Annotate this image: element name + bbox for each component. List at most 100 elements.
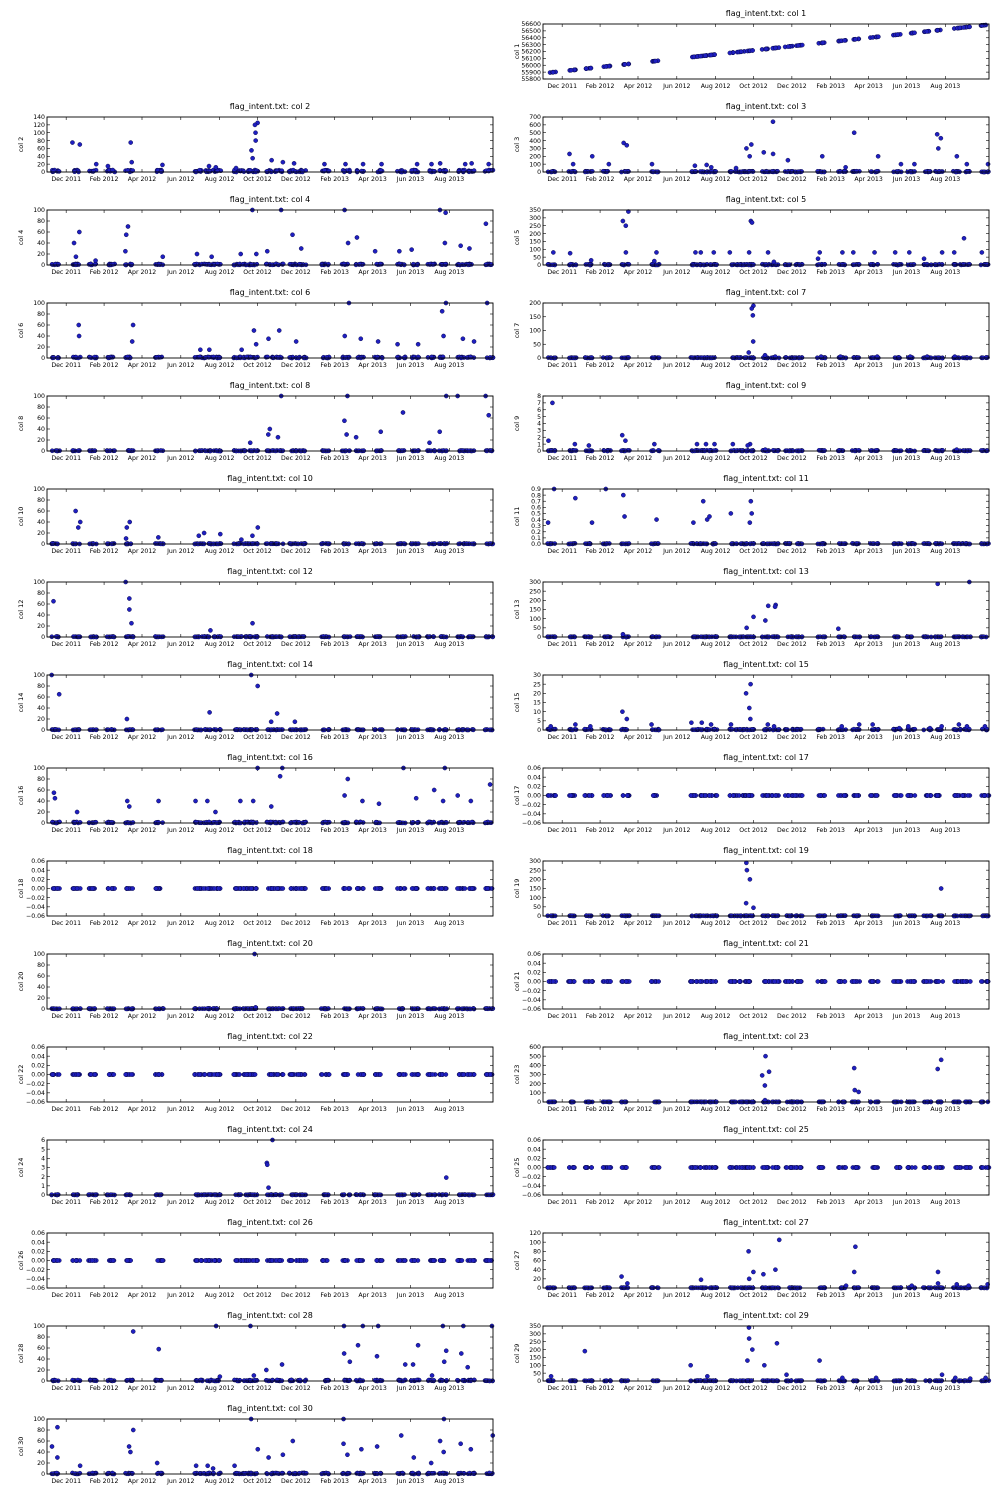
data-point bbox=[763, 262, 769, 267]
data-point-outlier bbox=[238, 251, 244, 257]
x-tick-label: Jun 2013 bbox=[892, 269, 920, 276]
y-tick-label: 100 bbox=[33, 765, 45, 772]
x-tick-label: Jun 2013 bbox=[892, 176, 920, 183]
x-tick-label: Aug 2013 bbox=[930, 176, 960, 183]
data-point-outlier bbox=[437, 161, 443, 166]
y-tick-label: 60 bbox=[37, 322, 45, 329]
y-tick-label: 300 bbox=[529, 146, 541, 153]
subplot-col-13: flag_intent.txt: col 13 col 13 0 50 100 150 20… bbox=[513, 567, 990, 648]
data-point bbox=[763, 46, 769, 52]
x-tick-label: Apr 2012 bbox=[624, 176, 652, 183]
x-tick-label: Aug 2012 bbox=[205, 641, 235, 648]
data-point-outlier bbox=[982, 724, 988, 729]
x-tick-label: Oct 2012 bbox=[739, 83, 767, 90]
data-points bbox=[545, 793, 992, 798]
y-tick-label: 40 bbox=[37, 333, 45, 340]
data-point bbox=[443, 727, 448, 732]
data-point-outlier bbox=[360, 161, 366, 167]
data-point-outlier bbox=[467, 246, 472, 251]
y-axis-label: col 7 bbox=[513, 323, 521, 339]
data-point bbox=[359, 168, 364, 174]
x-tick-label: Oct 2012 bbox=[739, 176, 767, 183]
data-point bbox=[874, 793, 879, 798]
x-tick-label: Oct 2012 bbox=[243, 827, 271, 834]
data-point-outlier bbox=[733, 165, 739, 171]
data-point-outlier bbox=[468, 798, 474, 804]
data-point bbox=[785, 44, 791, 49]
y-tick-label: 80 bbox=[37, 683, 45, 690]
x-tick-label: Feb 2012 bbox=[586, 548, 615, 555]
x-tick-label: Feb 2012 bbox=[90, 827, 119, 834]
data-point-outlier bbox=[250, 798, 256, 804]
data-point-outlier bbox=[487, 782, 493, 787]
data-point bbox=[729, 727, 735, 732]
data-point-outlier bbox=[771, 259, 777, 265]
data-point-outlier bbox=[274, 711, 280, 716]
data-point-outlier bbox=[344, 432, 349, 437]
data-point-outlier bbox=[239, 537, 244, 542]
x-tick-label: Jun 2012 bbox=[662, 83, 690, 90]
data-point bbox=[952, 793, 958, 798]
data-point-outlier bbox=[692, 163, 698, 169]
y-tick-label: 150 bbox=[529, 239, 541, 246]
data-point-outlier bbox=[620, 631, 626, 637]
x-tick-label: Dec 2012 bbox=[777, 83, 807, 90]
data-point-outlier bbox=[771, 724, 777, 729]
data-point bbox=[326, 168, 332, 174]
data-point bbox=[893, 448, 899, 453]
data-point-outlier bbox=[77, 229, 82, 235]
y-axis-label: col 17 bbox=[513, 786, 521, 806]
y-tick-label: 0.04 bbox=[31, 867, 45, 874]
data-point bbox=[545, 262, 551, 267]
data-point bbox=[964, 355, 970, 360]
x-tick-label: Aug 2013 bbox=[434, 455, 464, 462]
data-point-outlier bbox=[748, 716, 753, 722]
data-point-outlier bbox=[730, 441, 736, 447]
x-tick-label: Feb 2013 bbox=[320, 362, 349, 369]
data-point-outlier bbox=[298, 246, 304, 251]
subplot-title: flag_intent.txt: col 15 bbox=[723, 660, 809, 669]
x-tick-label: Aug 2012 bbox=[701, 734, 731, 741]
y-tick-label: 0.7 bbox=[531, 498, 541, 505]
x-tick-label: Jun 2012 bbox=[662, 455, 690, 462]
data-point bbox=[820, 40, 826, 46]
data-point-outlier bbox=[939, 724, 944, 729]
x-tick-label: Oct 2012 bbox=[243, 920, 271, 927]
data-points bbox=[50, 886, 495, 891]
data-point-outlier bbox=[397, 248, 402, 254]
data-point bbox=[129, 262, 135, 267]
y-tick-label: 56600 bbox=[521, 21, 541, 28]
x-tick-label: Dec 2011 bbox=[547, 734, 577, 741]
data-point bbox=[264, 634, 270, 639]
data-point bbox=[770, 169, 775, 174]
y-tick-label: 60 bbox=[37, 601, 45, 608]
y-tick-label: 4 bbox=[537, 421, 541, 428]
data-point-outlier bbox=[125, 224, 131, 229]
x-tick-label: Dec 2012 bbox=[777, 734, 807, 741]
x-tick-label: Oct 2012 bbox=[243, 548, 271, 555]
data-point-outlier bbox=[213, 164, 219, 170]
y-tick-label: 20 bbox=[37, 623, 45, 630]
data-point-outlier bbox=[277, 773, 283, 779]
x-tick-label: Jun 2012 bbox=[662, 362, 690, 369]
x-tick-label: Dec 2012 bbox=[777, 548, 807, 555]
data-point bbox=[738, 49, 744, 55]
axes-frame bbox=[46, 581, 494, 638]
y-tick-label: 100 bbox=[529, 161, 541, 168]
x-tick-label: Dec 2012 bbox=[777, 362, 807, 369]
data-point-outlier bbox=[892, 250, 898, 255]
y-tick-label: 200 bbox=[529, 153, 541, 160]
x-tick-label: Apr 2012 bbox=[128, 176, 156, 183]
x-tick-label: Dec 2011 bbox=[51, 455, 81, 462]
data-point-outlier bbox=[652, 441, 657, 447]
x-tick-label: Dec 2011 bbox=[547, 455, 577, 462]
data-point-outlier bbox=[462, 161, 468, 167]
x-tick-label: Dec 2011 bbox=[547, 827, 577, 834]
data-point bbox=[461, 169, 466, 174]
x-tick-label: Apr 2013 bbox=[358, 455, 386, 462]
y-axis-label: col 15 bbox=[513, 693, 521, 713]
data-point-outlier bbox=[75, 525, 81, 530]
data-point-outlier bbox=[276, 328, 282, 333]
data-point-outlier bbox=[572, 441, 578, 447]
x-tick-label: Jun 2013 bbox=[892, 734, 920, 741]
